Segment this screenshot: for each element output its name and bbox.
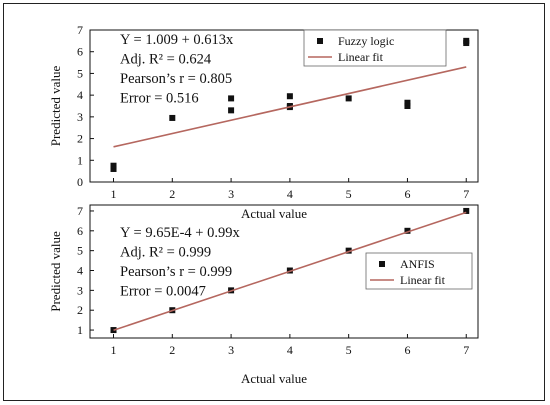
annotation-text: Error = 0.0047 (120, 284, 206, 300)
x-tick-label: 3 (228, 343, 234, 357)
data-point (404, 227, 411, 234)
data-point (286, 93, 293, 100)
legend-box (365, 252, 473, 290)
data-point (345, 247, 352, 254)
x-tick-label: 2 (169, 187, 175, 201)
x-tick-label: 4 (287, 343, 293, 357)
x-tick-label: 1 (111, 187, 117, 201)
data-point (169, 114, 176, 121)
annotation-text: Error = 0.516 (120, 91, 199, 107)
chart-panel-2: 1 2 3 4 5 6 7 1 2 3 4 5 6 7 Actual value Predicted valu… (48, 204, 479, 386)
y-tick-label: 6 (77, 45, 83, 59)
data-point (228, 95, 235, 102)
annotation-text: Adj. R² = 0.624 (120, 52, 212, 68)
legend-label: ANFIS (400, 257, 435, 271)
x-tick-label: 5 (346, 187, 352, 201)
data-point (463, 37, 470, 44)
annotation-text: Y = 1.009 + 0.613x (120, 32, 234, 48)
annotation-text: Adj. R² = 0.999 (120, 245, 211, 261)
plot-area (89, 29, 479, 183)
y-axis-title: Predicted value (48, 66, 63, 147)
legend-point-swatch (379, 261, 385, 267)
legend-label: Linear fit (400, 273, 446, 287)
y-tick-label: 1 (77, 153, 83, 167)
data-point (110, 162, 117, 169)
annotation-text: Pearson’s r = 0.999 (120, 264, 232, 280)
x-tick-label: 6 (404, 343, 410, 357)
plot-area (89, 204, 479, 339)
legend-point-swatch (317, 38, 323, 44)
x-tick-label: 5 (346, 343, 352, 357)
y-tick-label: 2 (77, 132, 83, 146)
y-tick-label: 3 (77, 110, 83, 124)
x-tick-label: 1 (111, 343, 117, 357)
legend-label: Fuzzy logic (338, 34, 394, 48)
y-tick-label: 0 (77, 175, 83, 189)
linear-fit-line (113, 211, 467, 332)
x-axis-title: Actual value (241, 206, 307, 221)
y-tick-label: 1 (77, 323, 83, 337)
data-point (110, 165, 117, 172)
annotation-text: Y = 9.65E-4 + 0.99x (120, 225, 240, 241)
y-tick-label: 5 (77, 66, 83, 80)
data-point (286, 103, 293, 109)
x-axis-title: Actual value (241, 371, 307, 386)
data-point (404, 99, 411, 106)
chart-panel-1: 1 2 3 4 5 6 7 0 1 2 3 4 5 6 7 Actual value Predicted val… (48, 23, 479, 221)
x-tick-label: 6 (404, 187, 410, 201)
legend-label: Linear fit (338, 50, 384, 64)
legend: Fuzzy logic Linear fit (303, 29, 447, 67)
y-tick-label: 7 (77, 204, 83, 218)
y-tick-label: 7 (77, 23, 83, 37)
legend: ANFIS Linear fit (365, 252, 473, 290)
x-tick-label: 4 (287, 187, 293, 201)
x-tick-label: 7 (463, 187, 469, 201)
x-tick-label: 2 (169, 343, 175, 357)
x-tick-label: 7 (463, 343, 469, 357)
linear-fit-line (113, 66, 467, 148)
y-tick-label: 4 (77, 264, 83, 278)
data-point (463, 207, 470, 214)
y-tick-label: 2 (77, 303, 83, 317)
annotation-text: Pearson’s r = 0.805 (120, 71, 232, 87)
data-point (228, 107, 235, 114)
legend-box (303, 29, 447, 67)
y-axis-title: Predicted value (48, 231, 63, 312)
x-tick-label: 3 (228, 187, 234, 201)
data-point (345, 95, 352, 102)
data-point (404, 103, 411, 109)
y-tick-label: 6 (77, 224, 83, 238)
y-tick-label: 3 (77, 283, 83, 297)
y-tick-label: 4 (77, 88, 83, 102)
y-tick-label: 5 (77, 244, 83, 258)
